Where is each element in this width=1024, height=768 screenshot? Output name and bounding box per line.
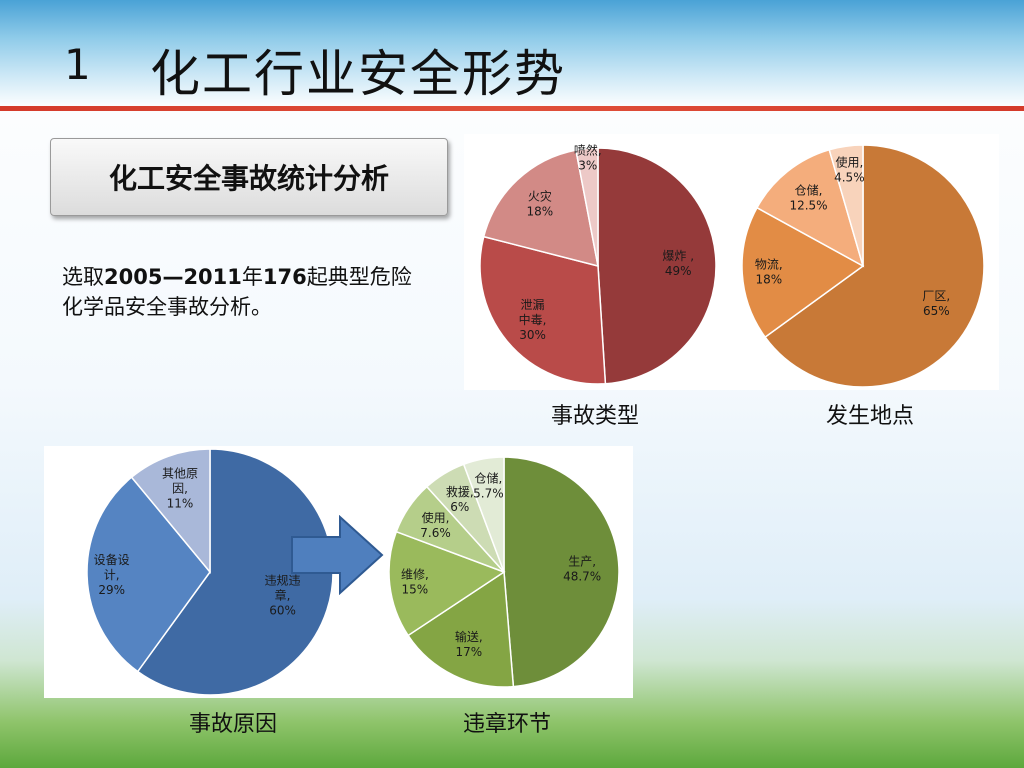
pie-location-label-1: 物流, 18% bbox=[755, 257, 783, 286]
header-band bbox=[0, 0, 1024, 108]
violation-pie-svg: 生产, 48.7% 输送, 17% 维修, 15% 使用, 7.6%救援, 6%仓储, 5.7% bbox=[388, 456, 620, 688]
section-title-box: 化工安全事故统计分析 bbox=[50, 138, 448, 216]
pie-location-slice-1 bbox=[741, 206, 865, 339]
pie-type-slice-3 bbox=[575, 147, 599, 267]
pie-cause-label-2: 其他原因, 11% bbox=[162, 467, 198, 511]
top-charts-panel: 爆炸 , 49% 泄漏中毒, 30% 火灾 18% 喷然, 3% bbox=[464, 134, 999, 390]
desc-prefix: 选取 bbox=[62, 265, 104, 289]
pie-violation-label-0: 生产, 48.7% bbox=[563, 554, 601, 583]
desc-suffix: 起典型危险化学品安全事故分析。 bbox=[62, 265, 412, 319]
cause-pie-svg: 违规违章, 60% 设备设计, 29% 其他原因, 11% bbox=[86, 448, 334, 696]
pie-type-slice-2 bbox=[482, 149, 599, 268]
desc-mid: 年 bbox=[241, 265, 263, 289]
violation-chart-panel: 生产, 48.7% 输送, 17% 维修, 15% 使用, 7.6% 救援, 6% 仓储, 5.7% bbox=[383, 446, 633, 698]
slide-number: 1 bbox=[64, 40, 91, 89]
pie-violation-label-5: 仓储, 5.7% bbox=[473, 470, 504, 500]
chart-caption-violation: 违章环节 bbox=[462, 712, 551, 737]
chart-caption-location: 发生地点 bbox=[825, 404, 914, 429]
chart-caption-type: 事故类型 bbox=[550, 404, 639, 429]
pie-location-label-3: 使用, 4.5% bbox=[834, 155, 865, 185]
pie-violation-label-3: 使用, 7.6% bbox=[420, 510, 451, 540]
desc-years: 2005—2011 bbox=[104, 265, 242, 289]
pie-cause-slice-2 bbox=[130, 448, 211, 575]
header-divider bbox=[0, 106, 1024, 111]
pie-type-label-2: 火灾 18% bbox=[527, 189, 554, 219]
right-arrow-icon bbox=[291, 515, 384, 595]
description-text: 选取2005—2011年176起典型危险化学品安全事故分析。 bbox=[62, 262, 432, 322]
pie-location-label-0: 厂区, 65% bbox=[922, 289, 950, 318]
pie-cause-slice-1 bbox=[86, 476, 211, 673]
pie-location-slice-3 bbox=[828, 144, 864, 267]
pie-location-label-2: 仓储, 12.5% bbox=[789, 183, 827, 213]
location-pie-svg: 厂区, 65% 物流, 18% 仓储, 12.5%使用, 4.5% bbox=[741, 144, 985, 388]
pie-location-slice-0 bbox=[764, 144, 985, 388]
pie-type-label-3: 喷然, 3% bbox=[574, 142, 602, 172]
pie-cause-label-1: 设备设计, 29% bbox=[94, 553, 130, 597]
pie-type-slice-1 bbox=[479, 235, 607, 385]
desc-count: 176 bbox=[262, 265, 307, 289]
location-chart-panel: 厂区, 65% 物流, 18% 仓储, 12.5% 使用, 4.5% bbox=[732, 134, 999, 390]
pie-violation-slice-2 bbox=[388, 530, 506, 637]
pie-violation-slice-1 bbox=[407, 570, 515, 688]
pie-location-slice-2 bbox=[755, 148, 865, 268]
pie-cause-slice-0 bbox=[136, 448, 334, 696]
pie-type-label-0: 爆炸 , 49% bbox=[662, 249, 694, 278]
pie-cause-label-0: 违规违章, 60% bbox=[265, 573, 301, 618]
pie-violation-label-2: 维修, 15% bbox=[401, 567, 429, 597]
pie-violation-label-4: 救援, 6% bbox=[446, 484, 474, 514]
pie-violation-slice-0 bbox=[503, 456, 620, 688]
accident-type-pie-svg: 爆炸 , 49% 泄漏中毒, 30% 火灾 18% 喷然, 3% bbox=[479, 142, 717, 385]
section-title: 化工安全事故统计分析 bbox=[108, 162, 389, 195]
pie-type-label-1: 泄漏中毒, 30% bbox=[519, 298, 547, 342]
pie-violation-slice-5 bbox=[462, 456, 505, 573]
chart-caption-cause: 事故原因 bbox=[188, 712, 277, 737]
pie-type-slice-0 bbox=[597, 147, 717, 385]
pie-violation-label-1: 输送, 17% bbox=[455, 629, 483, 659]
slide-title: 化工行业安全形势 bbox=[150, 45, 566, 103]
